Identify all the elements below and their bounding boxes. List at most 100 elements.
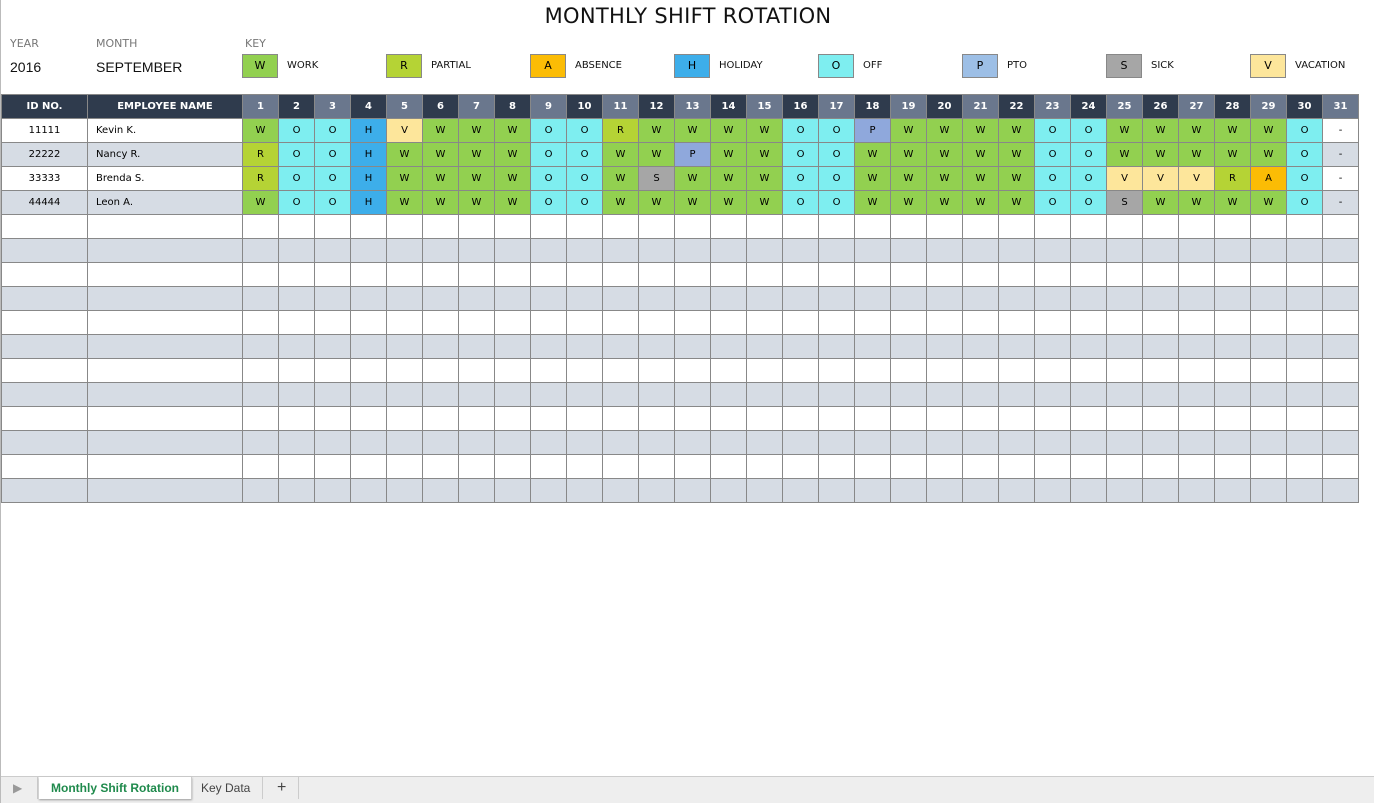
shift-cell[interactable] bbox=[746, 262, 783, 287]
shift-cell[interactable] bbox=[1070, 478, 1107, 503]
shift-cell[interactable]: W bbox=[854, 190, 891, 215]
shift-cell[interactable] bbox=[1214, 238, 1251, 263]
shift-cell[interactable] bbox=[494, 214, 531, 239]
shift-cell[interactable] bbox=[638, 406, 675, 431]
shift-cell[interactable] bbox=[458, 310, 495, 335]
shift-cell[interactable] bbox=[818, 430, 855, 455]
shift-cell[interactable] bbox=[602, 382, 639, 407]
shift-cell[interactable] bbox=[674, 286, 711, 311]
shift-cell[interactable]: W bbox=[422, 166, 459, 191]
shift-cell[interactable] bbox=[1142, 334, 1179, 359]
add-sheet-button[interactable]: + bbox=[265, 777, 300, 799]
employee-name-cell[interactable] bbox=[87, 382, 243, 407]
shift-cell[interactable] bbox=[638, 382, 675, 407]
shift-cell[interactable] bbox=[854, 286, 891, 311]
shift-cell[interactable]: O bbox=[314, 166, 351, 191]
shift-cell[interactable] bbox=[1286, 406, 1323, 431]
shift-cell[interactable] bbox=[458, 430, 495, 455]
shift-cell[interactable]: P bbox=[854, 118, 891, 143]
shift-cell[interactable] bbox=[566, 454, 603, 479]
employee-id-cell[interactable] bbox=[1, 358, 88, 383]
shift-cell[interactable]: R bbox=[242, 142, 279, 167]
shift-cell[interactable] bbox=[566, 430, 603, 455]
shift-cell[interactable] bbox=[494, 262, 531, 287]
shift-cell[interactable] bbox=[890, 454, 927, 479]
shift-cell[interactable] bbox=[566, 382, 603, 407]
shift-cell[interactable] bbox=[1214, 430, 1251, 455]
shift-cell[interactable] bbox=[566, 286, 603, 311]
shift-cell[interactable] bbox=[746, 214, 783, 239]
employee-name-cell[interactable] bbox=[87, 430, 243, 455]
shift-cell[interactable] bbox=[1286, 310, 1323, 335]
shift-cell[interactable] bbox=[638, 214, 675, 239]
shift-cell[interactable] bbox=[746, 454, 783, 479]
shift-cell[interactable] bbox=[242, 286, 279, 311]
shift-cell[interactable]: W bbox=[710, 142, 747, 167]
shift-cell[interactable]: O bbox=[1034, 142, 1071, 167]
employee-id-cell[interactable] bbox=[1, 334, 88, 359]
shift-cell[interactable] bbox=[890, 382, 927, 407]
shift-cell[interactable]: O bbox=[530, 142, 567, 167]
shift-cell[interactable]: W bbox=[494, 142, 531, 167]
shift-cell[interactable] bbox=[314, 286, 351, 311]
shift-cell[interactable] bbox=[1322, 334, 1359, 359]
shift-cell[interactable] bbox=[818, 286, 855, 311]
shift-cell[interactable] bbox=[674, 334, 711, 359]
employee-id-cell[interactable] bbox=[1, 478, 88, 503]
shift-cell[interactable] bbox=[890, 430, 927, 455]
shift-cell[interactable] bbox=[746, 334, 783, 359]
shift-cell[interactable] bbox=[710, 430, 747, 455]
shift-cell[interactable]: - bbox=[1322, 142, 1359, 167]
shift-cell[interactable] bbox=[854, 238, 891, 263]
shift-cell[interactable] bbox=[962, 406, 999, 431]
shift-cell[interactable] bbox=[674, 382, 711, 407]
shift-cell[interactable]: O bbox=[818, 118, 855, 143]
employee-name-cell[interactable] bbox=[87, 262, 243, 287]
shift-cell[interactable] bbox=[926, 334, 963, 359]
shift-cell[interactable] bbox=[242, 310, 279, 335]
shift-cell[interactable] bbox=[782, 406, 819, 431]
shift-cell[interactable] bbox=[998, 238, 1035, 263]
employee-id-cell[interactable]: 44444 bbox=[1, 190, 88, 215]
shift-cell[interactable]: - bbox=[1322, 190, 1359, 215]
shift-cell[interactable] bbox=[1034, 358, 1071, 383]
employee-name-cell[interactable]: Brenda S. bbox=[87, 166, 243, 191]
shift-cell[interactable] bbox=[926, 478, 963, 503]
shift-cell[interactable] bbox=[278, 430, 315, 455]
shift-cell[interactable]: R bbox=[602, 118, 639, 143]
shift-cell[interactable] bbox=[1106, 310, 1143, 335]
shift-cell[interactable] bbox=[890, 286, 927, 311]
shift-cell[interactable] bbox=[710, 310, 747, 335]
shift-cell[interactable] bbox=[1322, 262, 1359, 287]
shift-cell[interactable] bbox=[458, 334, 495, 359]
shift-cell[interactable] bbox=[746, 382, 783, 407]
shift-cell[interactable] bbox=[998, 406, 1035, 431]
shift-cell[interactable] bbox=[386, 286, 423, 311]
shift-cell[interactable]: P bbox=[674, 142, 711, 167]
shift-cell[interactable]: O bbox=[278, 142, 315, 167]
shift-cell[interactable]: W bbox=[1178, 190, 1215, 215]
employee-id-cell[interactable] bbox=[1, 310, 88, 335]
shift-cell[interactable] bbox=[674, 430, 711, 455]
employee-id-cell[interactable] bbox=[1, 406, 88, 431]
shift-cell[interactable] bbox=[1322, 214, 1359, 239]
scroll-tabs-icon[interactable]: ▶ bbox=[1, 777, 38, 799]
shift-cell[interactable] bbox=[638, 238, 675, 263]
shift-cell[interactable] bbox=[746, 358, 783, 383]
shift-cell[interactable] bbox=[386, 262, 423, 287]
shift-cell[interactable] bbox=[1286, 430, 1323, 455]
shift-cell[interactable] bbox=[314, 238, 351, 263]
shift-cell[interactable] bbox=[314, 262, 351, 287]
shift-cell[interactable] bbox=[1142, 238, 1179, 263]
shift-cell[interactable] bbox=[242, 430, 279, 455]
shift-cell[interactable] bbox=[1106, 286, 1143, 311]
shift-cell[interactable] bbox=[1178, 310, 1215, 335]
shift-cell[interactable] bbox=[422, 358, 459, 383]
shift-cell[interactable] bbox=[1250, 310, 1287, 335]
shift-cell[interactable] bbox=[818, 454, 855, 479]
shift-cell[interactable]: - bbox=[1322, 118, 1359, 143]
shift-cell[interactable] bbox=[566, 238, 603, 263]
shift-cell[interactable] bbox=[602, 358, 639, 383]
shift-cell[interactable] bbox=[530, 310, 567, 335]
shift-cell[interactable]: W bbox=[458, 118, 495, 143]
